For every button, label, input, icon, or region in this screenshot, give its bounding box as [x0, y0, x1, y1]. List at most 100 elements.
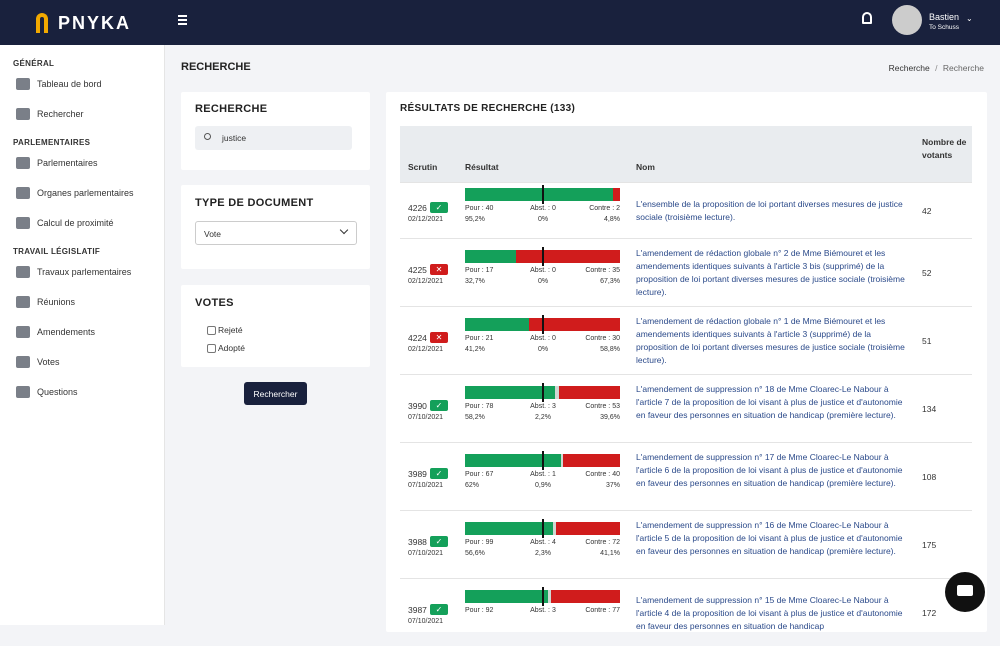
vote-name[interactable]: L'amendement de suppression n° 18 de Mme… [636, 384, 903, 420]
scrutin-date: 02/12/2021 [408, 216, 444, 223]
chat-button[interactable] [945, 572, 985, 612]
sidebar-icon [16, 217, 30, 229]
count-value: 0 [551, 335, 556, 342]
breadcrumb-item[interactable]: Recherche [888, 63, 930, 73]
vote-segment-abst [555, 386, 559, 399]
count-value: 40 [485, 205, 494, 212]
sidebar-section: GÉNÉRAL [13, 59, 55, 68]
results-panel: RÉSULTATS DE RECHERCHE (133) Scrutin Rés… [386, 92, 987, 632]
scrutin-date: 02/12/2021 [408, 278, 444, 285]
select-value: Vote [204, 229, 222, 239]
sidebar-item[interactable]: Travaux parlementaires [0, 257, 164, 287]
sidebar-item[interactable]: Parlementaires [0, 148, 164, 178]
count-label: Abst. : [530, 205, 550, 212]
sidebar-item[interactable]: Tableau de bord [0, 69, 164, 99]
vote-count: Contre : 30 [585, 335, 620, 342]
sidebar-section: PARLEMENTAIRES [13, 138, 91, 147]
vote-name[interactable]: L'amendement de suppression n° 15 de Mme… [636, 594, 903, 631]
vote-count: Contre : 40 [585, 471, 620, 478]
vote-percent: 2,2% [535, 414, 551, 421]
sidebar-icon [16, 157, 30, 169]
voter-count: 175 [922, 540, 937, 550]
user-name[interactable]: Bastien [929, 12, 960, 22]
avatar[interactable] [892, 5, 922, 35]
count-value: 35 [612, 267, 620, 274]
search-button[interactable]: Rechercher [244, 382, 307, 405]
vote-name[interactable]: L'amendement de rédaction globale n° 1 d… [636, 316, 905, 365]
count-label: Contre : [585, 607, 611, 614]
count-value: 99 [485, 539, 494, 546]
count-value: 40 [612, 471, 620, 478]
count-label: Abst. : [530, 335, 550, 342]
breadcrumb-item: Recherche [942, 63, 984, 73]
result-row[interactable]: 3989 ✓ 07/10/2021 Pour : 67 62% Abst. : 1 0,9%… [400, 442, 972, 510]
sidebar-label: Travaux parlementaires [37, 267, 132, 277]
sidebar-item[interactable]: Amendements [0, 317, 164, 347]
sidebar-item[interactable]: Réunions [0, 287, 164, 317]
bar-midline [542, 451, 544, 470]
voter-count: 42 [922, 206, 932, 216]
count-value: 0 [551, 267, 556, 274]
sidebar-icon [16, 187, 30, 199]
count-value: 30 [612, 335, 620, 342]
voter-count: 172 [922, 608, 937, 618]
result-row[interactable]: 3987 ✓ 07/10/2021 Pour : 92 Abst. : 3 Contre … [400, 578, 972, 646]
scrutin-number: 3987 [408, 605, 427, 615]
vote-count: Abst. : 0 [529, 335, 557, 342]
result-row[interactable]: 3988 ✓ 07/10/2021 Pour : 99 56,6% Abst. : 4 2,… [400, 510, 972, 578]
vote-percent: 37% [605, 482, 620, 489]
status-badge: ✕ [430, 264, 448, 275]
sidebar-icon [16, 108, 30, 120]
sidebar-item[interactable]: Calcul de proximité [0, 208, 164, 238]
vote-percent: 41,2% [465, 346, 485, 353]
count-label: Contre : [585, 335, 611, 342]
sidebar-item[interactable]: Rechercher [0, 99, 164, 129]
status-badge: ✓ [430, 536, 448, 547]
vote-bar [465, 519, 620, 538]
result-row[interactable]: 3990 ✓ 07/10/2021 Pour : 78 58,2% Abst. : 3 2,… [400, 374, 972, 442]
vote-percent: 67,3% [600, 278, 620, 285]
result-row[interactable]: 4226 ✓ 02/12/2021 Pour : 40 95,2% Abst. : 0 0%… [400, 182, 972, 238]
vote-percent: 32,7% [465, 278, 485, 285]
sidebar-label: Réunions [37, 297, 76, 307]
vote-count: Abst. : 4 [529, 539, 557, 546]
status-badge: ✕ [430, 332, 448, 343]
sidebar-label: Tableau de bord [37, 79, 102, 89]
document-type-select[interactable]: Vote [195, 221, 357, 245]
vote-segment-contre [612, 188, 620, 201]
column-header: Nombre de votants [922, 137, 967, 160]
menu-toggle[interactable] [178, 15, 187, 17]
vote-segment-contre [558, 386, 620, 399]
sidebar-icon [16, 386, 30, 398]
vote-name[interactable]: L'amendement de rédaction globale n° 2 d… [636, 248, 905, 297]
vote-percent: 4,8% [604, 216, 620, 223]
user-menu-caret[interactable]: ⌄ [966, 14, 973, 23]
sidebar-item[interactable]: Organes parlementaires [0, 178, 164, 208]
sidebar-item[interactable]: Questions [0, 377, 164, 407]
sidebar-label: Calcul de proximité [37, 218, 114, 228]
column-header: Scrutin [408, 162, 438, 172]
count-value: 1 [551, 471, 556, 478]
sidebar-item[interactable]: Votes [0, 347, 164, 377]
result-row[interactable]: 4225 ✕ 02/12/2021 Pour : 17 32,7% Abst. : 0 0%… [400, 238, 972, 306]
vote-name[interactable]: L'amendement de suppression n° 17 de Mme… [636, 452, 903, 488]
count-label: Contre : [585, 267, 611, 274]
vote-count: Abst. : 3 [529, 607, 557, 614]
search-input[interactable]: justice [195, 126, 352, 150]
vote-count: Pour : 99 [465, 539, 493, 546]
notifications[interactable] [862, 12, 872, 24]
count-label: Abst. : [530, 471, 550, 478]
vote-name[interactable]: L'amendement de suppression n° 16 de Mme… [636, 520, 903, 556]
bar-midline [542, 315, 544, 334]
count-label: Pour : [465, 267, 484, 274]
vote-segment-contre [528, 318, 620, 331]
count-value: 72 [612, 539, 620, 546]
vote-name[interactable]: L'ensemble de la proposition de loi port… [636, 199, 903, 222]
vote-option[interactable]: Rejeté [207, 321, 245, 339]
vote-count: Pour : 21 [465, 335, 493, 342]
vote-option[interactable]: Adopté [207, 339, 245, 357]
search-panel: RECHERCHE justice [181, 92, 370, 170]
scrutin-number: 4225 [408, 265, 427, 275]
result-row[interactable]: 4224 ✕ 02/12/2021 Pour : 21 41,2% Abst. : 0 0%… [400, 306, 972, 374]
vote-count: Abst. : 0 [529, 205, 557, 212]
